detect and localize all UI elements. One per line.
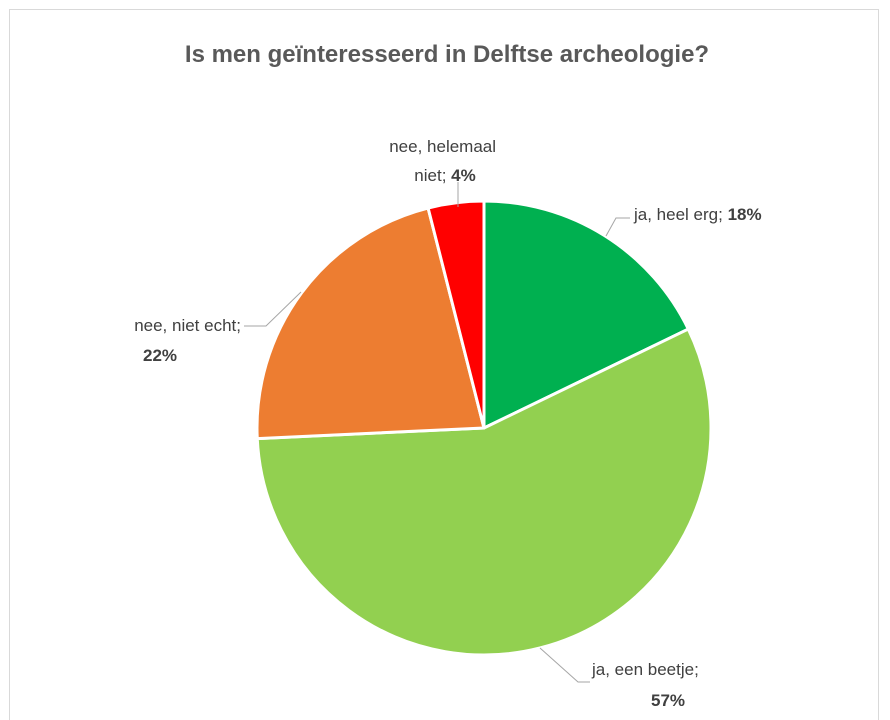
pie-slice-ja-heel-erg	[482, 199, 690, 430]
data-value-ja-een-beetje: 57%	[651, 691, 685, 710]
pie-slice-nee-niet-echt	[255, 206, 486, 441]
leader-lines	[244, 182, 630, 683]
data-label-ja-een-beetje: ja, een beetje;	[591, 660, 699, 679]
pie-slice-nee-helemaal-niet	[426, 199, 486, 430]
chart-title: Is men geïnteresseerd in Delftse archeol…	[185, 41, 709, 68]
slice-label-text: ja, een beetje	[591, 660, 694, 679]
slice-label-line-2: niet; 4%	[414, 166, 475, 185]
pie-slice-ja-een-beetje	[255, 327, 713, 657]
data-label-nee-niet-echt: nee, niet echt;	[134, 316, 241, 335]
slice-value-label: 4%	[451, 166, 476, 185]
slice-label-text: ja, heel erg	[633, 205, 718, 224]
slice-value-label: 18%	[728, 205, 762, 224]
pie-slices	[255, 199, 713, 657]
data-label-ja-heel-erg: ja, heel erg; 18%	[633, 205, 762, 224]
slice-label-line-1: nee, helemaal	[389, 137, 496, 156]
data-label-nee-helemaal-niet: nee, helemaal niet; 4%	[389, 137, 501, 185]
slice-label-text: nee, niet echt	[134, 316, 236, 335]
leader-line-ja-een-beetje	[539, 647, 590, 683]
leader-line-ja-heel-erg	[605, 217, 630, 237]
leader-line-nee-niet-echt	[244, 291, 302, 327]
data-value-nee-niet-echt: 22%	[143, 346, 177, 365]
